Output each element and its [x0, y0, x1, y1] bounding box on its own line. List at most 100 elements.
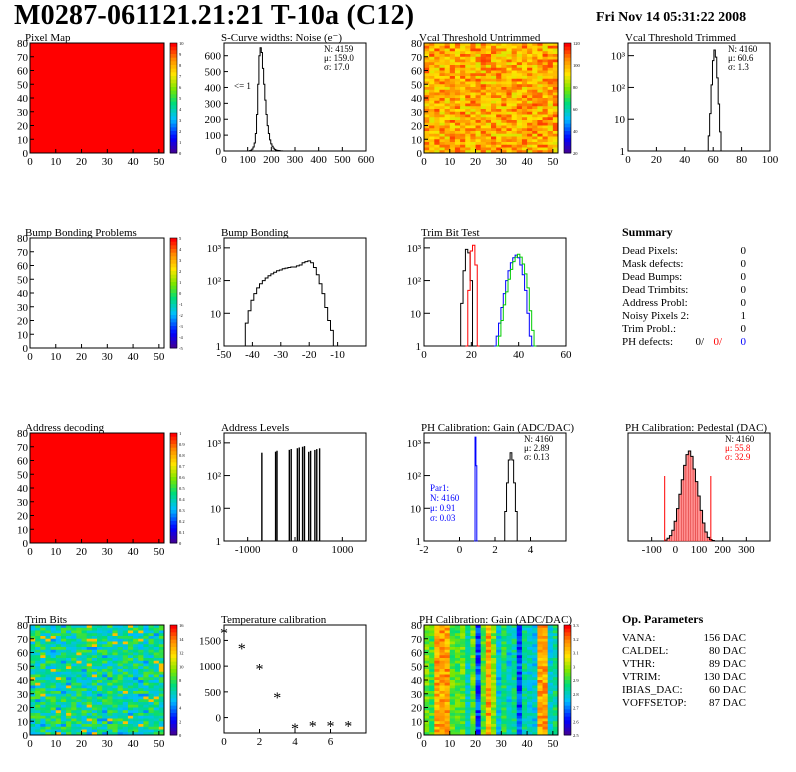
heatmap-cell-2: [537, 87, 544, 91]
heatmap-cell-2: [439, 45, 446, 49]
heatmap-cell-2: [475, 43, 482, 47]
heatmap-cell-2: [516, 139, 523, 143]
palette-band-0: [170, 43, 177, 48]
y-tick-label-14-4: 40: [411, 675, 423, 687]
heatmap-cell-2: [480, 84, 487, 88]
heatmap-cell-2: [434, 150, 440, 154]
heatmap-cell-2: [485, 73, 492, 77]
heatmap-cell-2: [470, 109, 477, 113]
heatmap-cell-12: [148, 704, 155, 708]
heatmap-cell-2: [454, 73, 461, 77]
table-label-15-4: IBIAS_DAC:: [622, 684, 683, 696]
heatmap-cell-2: [485, 45, 492, 49]
heatmap-cell-12: [60, 707, 67, 711]
heatmap-cell-2: [460, 122, 466, 126]
heatmap-cell-12: [112, 699, 119, 703]
heatmap-cell-14: [511, 655, 518, 659]
heatmap-cell-14: [465, 655, 471, 659]
heatmap-cell-14: [434, 649, 440, 653]
heatmap-cell-14: [496, 658, 502, 662]
heatmap-cell-2: [532, 136, 538, 140]
heatmap-cell-2: [444, 150, 451, 154]
heatmap-cell-2: [439, 117, 446, 121]
heatmap-cell-2: [434, 139, 440, 143]
heatmap-cell-12: [50, 671, 57, 675]
heatmap-cell-2: [552, 51, 559, 55]
heatmap-cell-2: [485, 43, 492, 47]
heatmap-cell-2: [429, 103, 435, 107]
heatmap-cell-2: [516, 100, 523, 104]
heatmap-cell-14: [444, 721, 451, 725]
heatmap-cell-14: [485, 638, 492, 642]
heatmap-cell-12: [71, 732, 77, 736]
heatmap-cell-14: [470, 636, 477, 640]
par1-line-10-1: N: 4160: [430, 493, 460, 503]
heatmap-cell-12: [66, 685, 72, 689]
heatmap-cell-14: [434, 715, 440, 719]
palette-band-4: [170, 322, 177, 327]
heatmap-cell-12: [30, 666, 36, 670]
heatmap-cell-12: [158, 710, 165, 714]
heatmap-cell-12: [107, 715, 113, 719]
heatmap-cell-12: [35, 647, 41, 651]
heatmap-cell-12: [112, 732, 119, 736]
palette-band-0: [170, 112, 177, 117]
heatmap-cell-12: [81, 691, 88, 695]
heatmap-cell-14: [537, 721, 544, 725]
heatmap-cell-2: [506, 78, 513, 82]
heatmap-cell-14: [454, 724, 461, 728]
heatmap-cell-14: [434, 732, 440, 736]
plot-title-9: Address Levels: [221, 422, 289, 434]
heatmap-cell-2: [506, 109, 513, 113]
heatmap-cell-2: [454, 100, 461, 104]
heatmap-cell-14: [460, 702, 466, 706]
palette-band-14: [564, 650, 571, 655]
heatmap-cell-12: [50, 729, 57, 733]
heatmap-cell-14: [485, 660, 492, 664]
heatmap-cell-2: [449, 133, 456, 137]
heatmap-cell-12: [50, 732, 57, 736]
heatmap-cell-2: [454, 87, 461, 91]
heatmap-cell-2: [501, 78, 507, 82]
heatmap-cell-2: [506, 62, 513, 66]
heatmap-cell-12: [60, 649, 67, 653]
stats-line-10-1: μ: 2.89: [524, 443, 550, 453]
heatmap-cell-14: [470, 671, 477, 675]
heatmap-cell-14: [475, 641, 482, 645]
heatmap-cell-2: [547, 76, 554, 80]
heatmap-cell-2: [429, 98, 435, 102]
heatmap-cell-12: [91, 710, 98, 714]
heatmap-cell-14: [521, 627, 528, 631]
heatmap-cell-12: [127, 641, 134, 645]
heatmap-cell-12: [35, 649, 41, 653]
heatmap-cell-12: [60, 682, 67, 686]
heatmap-cell-14: [465, 707, 471, 711]
heatmap-cell-14: [465, 702, 471, 706]
heatmap-cell-14: [480, 674, 487, 678]
heatmap-cell-2: [521, 70, 528, 74]
heatmap-cell-2: [449, 103, 456, 107]
heatmap-cell-2: [470, 92, 477, 96]
heatmap-cell-14: [547, 729, 554, 733]
table-label-15-1: CALDEL:: [622, 645, 668, 657]
heatmap-cell-2: [521, 67, 528, 71]
heatmap-cell-14: [439, 691, 446, 695]
heatmap-cell-12: [102, 680, 108, 684]
heatmap-cell-12: [122, 702, 129, 706]
palette-label-4-0: 5: [179, 236, 182, 241]
heatmap-cell-14: [506, 710, 513, 714]
heatmap-cell-14: [511, 630, 518, 634]
palette-band-0: [170, 57, 177, 62]
heatmap-cell-12: [112, 688, 119, 692]
heatmap-cell-2: [516, 128, 523, 132]
heatmap-cell-14: [444, 638, 451, 642]
heatmap-cell-12: [122, 729, 129, 733]
heatmap-cell-2: [449, 84, 456, 88]
heatmap-cell-12: [158, 680, 165, 684]
heatmap-cell-2: [516, 87, 523, 91]
heatmap-cell-14: [465, 699, 471, 703]
heatmap-cell-12: [66, 671, 72, 675]
heatmap-cell-12: [45, 704, 52, 708]
heatmap-cell-2: [521, 139, 528, 143]
